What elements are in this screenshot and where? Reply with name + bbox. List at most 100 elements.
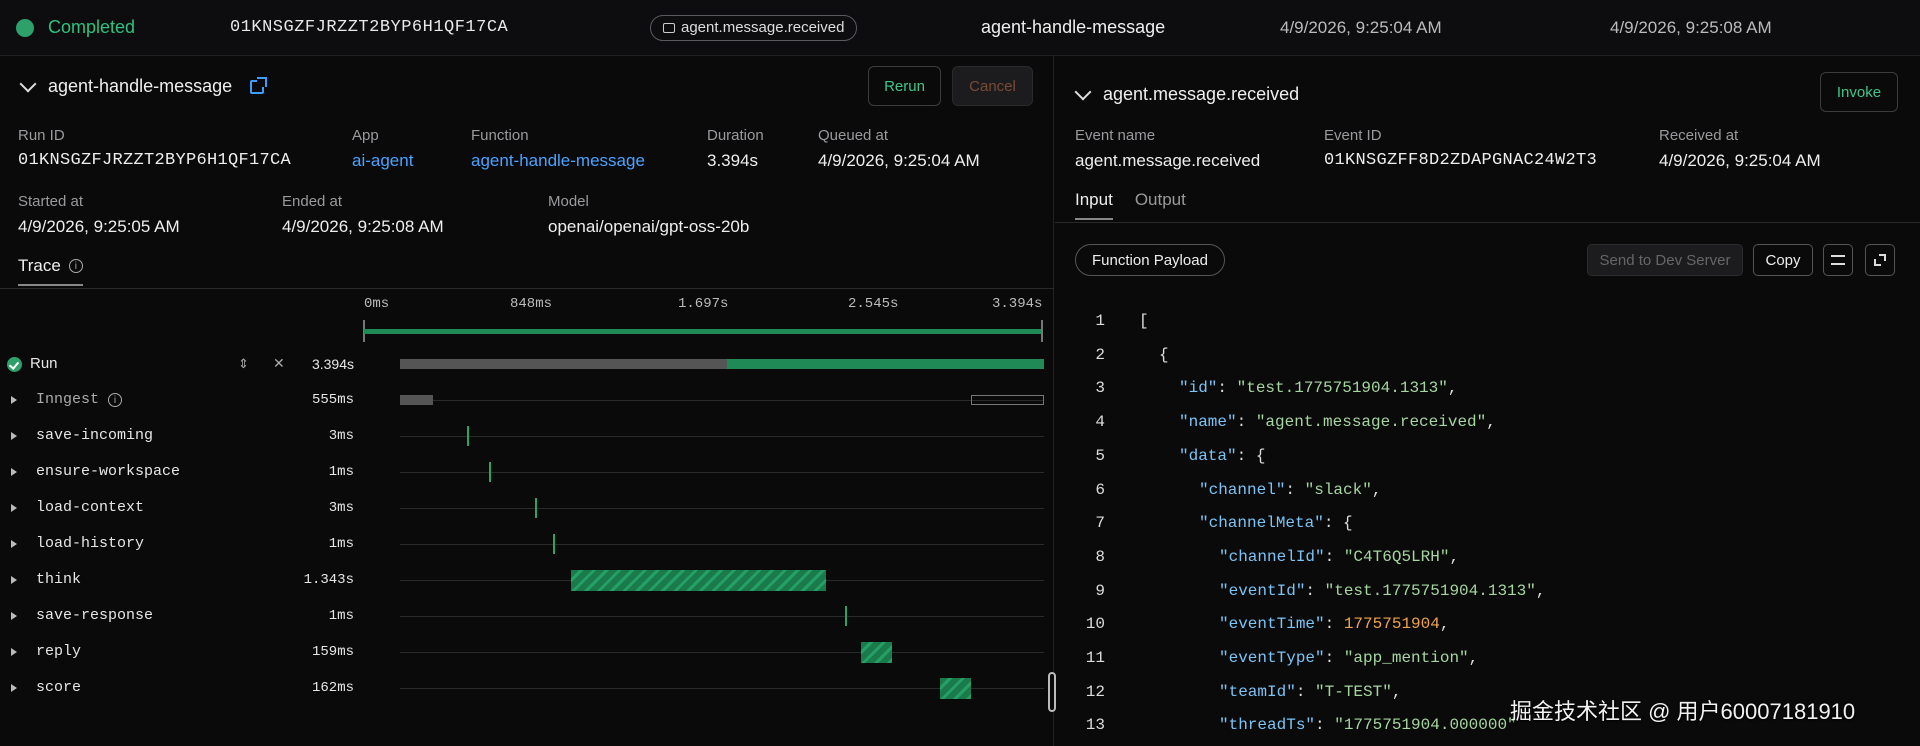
trace-row-label: reply xyxy=(36,643,82,660)
trace-row-step[interactable]: ensure-workspace 1ms xyxy=(0,454,1054,490)
meta-label: Event ID xyxy=(1324,127,1382,144)
span-bar[interactable] xyxy=(535,498,537,518)
trace-row-run[interactable]: Run ⇕ ✕ 3.394s xyxy=(0,346,1054,382)
rerun-button[interactable]: Rerun xyxy=(868,66,941,106)
function-link[interactable]: agent-handle-message xyxy=(471,151,645,170)
line-number: 13 xyxy=(1085,716,1105,735)
trace-row-step[interactable]: load-context 3ms xyxy=(0,490,1054,526)
code-line: 7 "channelMeta": { xyxy=(1055,506,1920,540)
tab-output[interactable]: Output xyxy=(1134,190,1186,209)
meta-app: App ai-agent xyxy=(352,127,413,171)
code-text: "channel": "slack", xyxy=(1199,480,1382,499)
trace-row-step[interactable]: save-incoming 3ms xyxy=(0,418,1054,454)
app-link[interactable]: ai-agent xyxy=(352,151,414,170)
line-number: 4 xyxy=(1095,413,1105,432)
caret-right-icon[interactable] xyxy=(11,468,17,476)
trace-row-step[interactable]: score 162ms xyxy=(0,670,1054,706)
caret-right-icon[interactable] xyxy=(11,396,17,404)
external-link-icon[interactable] xyxy=(250,76,268,94)
span-bar[interactable] xyxy=(400,395,433,405)
trace-row-duration: 3.394s xyxy=(311,356,354,372)
trace-row-step[interactable]: reply 159ms xyxy=(0,634,1054,670)
invoke-button[interactable]: Invoke xyxy=(1820,72,1898,112)
payload-tabs: Input Output xyxy=(1075,190,1186,220)
info-icon[interactable]: i xyxy=(108,393,122,407)
line-number: 10 xyxy=(1085,615,1105,634)
trace-row-step[interactable]: load-history 1ms xyxy=(0,526,1054,562)
info-icon[interactable]: i xyxy=(68,259,83,273)
panel-resize-handle[interactable] xyxy=(1048,672,1056,712)
chevron-down-icon[interactable] xyxy=(19,75,37,92)
caret-right-icon[interactable] xyxy=(11,432,17,440)
wrap-lines-button[interactable] xyxy=(1823,244,1853,276)
run-span-bar[interactable] xyxy=(727,359,1044,369)
trace-row-inngest[interactable]: Inngest i 555ms xyxy=(0,382,1054,418)
meta-value: 01KNSGZFJRZZT2BYP6H1QF17CA xyxy=(18,151,292,170)
row-guide xyxy=(400,652,1044,653)
meta-run-id: Run ID 01KNSGZFJRZZT2BYP6H1QF17CA xyxy=(18,127,291,170)
span-bar[interactable] xyxy=(971,395,1044,405)
trace-row-step[interactable]: think 1.343s xyxy=(0,562,1054,598)
trace-row-duration: 1ms xyxy=(328,464,354,480)
event-header[interactable]: agent.message.received xyxy=(1074,83,1299,105)
code-line: 3 "id": "test.1775751904.1313", xyxy=(1055,371,1920,405)
trace-row-label: Run xyxy=(30,355,58,372)
trace-row-label: save-incoming xyxy=(36,427,154,444)
caret-right-icon[interactable] xyxy=(11,576,17,584)
event-icon xyxy=(663,22,675,33)
row-guide xyxy=(400,472,1044,473)
expand-all-icon[interactable]: ⇕ xyxy=(238,356,249,371)
caret-right-icon[interactable] xyxy=(11,540,17,548)
send-to-dev-server-button[interactable]: Send to Dev Server xyxy=(1587,244,1743,276)
caret-right-icon[interactable] xyxy=(11,612,17,620)
span-bar[interactable] xyxy=(571,570,826,591)
span-bar[interactable] xyxy=(861,642,892,663)
span-bar[interactable] xyxy=(553,534,555,554)
cancel-button[interactable]: Cancel xyxy=(952,66,1033,106)
meta-label: Event name xyxy=(1075,127,1156,144)
timeline-range-bar[interactable] xyxy=(364,329,1042,334)
run-details-panel: agent-handle-message Rerun Cancel Run ID… xyxy=(0,56,1056,746)
trace-row-label: Inngest xyxy=(36,391,100,408)
code-text: { xyxy=(1159,345,1169,364)
code-line: 8 "channelId": "C4T6Q5LRH", xyxy=(1055,540,1920,574)
meta-label: Queued at xyxy=(818,127,889,144)
line-number: 6 xyxy=(1095,480,1105,499)
row-guide xyxy=(400,616,1044,617)
span-bar[interactable] xyxy=(489,462,491,482)
tab-trace[interactable]: Trace i xyxy=(18,256,83,286)
span-bar[interactable] xyxy=(845,606,847,626)
chevron-down-icon[interactable] xyxy=(1074,83,1092,100)
expand-button[interactable] xyxy=(1865,244,1895,276)
run-status-bar[interactable]: Completed 01KNSGZFJRZZT2BYP6H1QF17CA age… xyxy=(0,0,1920,56)
span-bar[interactable] xyxy=(467,426,469,446)
trace-row-step[interactable]: save-response 1ms xyxy=(0,598,1054,634)
code-line: 9 "eventId": "test.1775751904.1313", xyxy=(1055,574,1920,608)
tab-trace-label: Trace xyxy=(18,256,61,275)
function-title: agent-handle-message xyxy=(48,76,233,96)
function-payload-button[interactable]: Function Payload xyxy=(1075,244,1225,276)
meta-label: Started at xyxy=(18,193,84,210)
copy-button[interactable]: Copy xyxy=(1753,244,1813,276)
run-id: 01KNSGZFJRZZT2BYP6H1QF17CA xyxy=(230,18,509,37)
span-bar[interactable] xyxy=(940,678,971,699)
caret-right-icon[interactable] xyxy=(11,504,17,512)
tab-input[interactable]: Input xyxy=(1075,190,1113,220)
meta-label: Model xyxy=(548,193,589,210)
caret-right-icon[interactable] xyxy=(11,684,17,692)
meta-duration: Duration 3.394s xyxy=(707,127,764,171)
meta-value: 4/9/2026, 9:25:05 AM xyxy=(18,217,180,236)
line-number: 9 xyxy=(1095,581,1105,600)
divider xyxy=(0,288,1054,289)
collapse-all-icon[interactable]: ✕ xyxy=(273,355,285,371)
wrap-icon xyxy=(1831,255,1845,265)
function-header[interactable]: agent-handle-message xyxy=(19,75,268,97)
line-number: 8 xyxy=(1095,547,1105,566)
event-pill[interactable]: agent.message.received xyxy=(650,14,858,41)
caret-right-icon[interactable] xyxy=(11,648,17,656)
code-text: "eventTime": 1775751904, xyxy=(1219,615,1450,634)
code-line: 11 "eventType": "app_mention", xyxy=(1055,641,1920,675)
trace-row-duration: 3ms xyxy=(328,500,354,516)
trace-row-label: load-context xyxy=(36,499,145,516)
timeline-end-handle[interactable] xyxy=(1041,320,1043,342)
